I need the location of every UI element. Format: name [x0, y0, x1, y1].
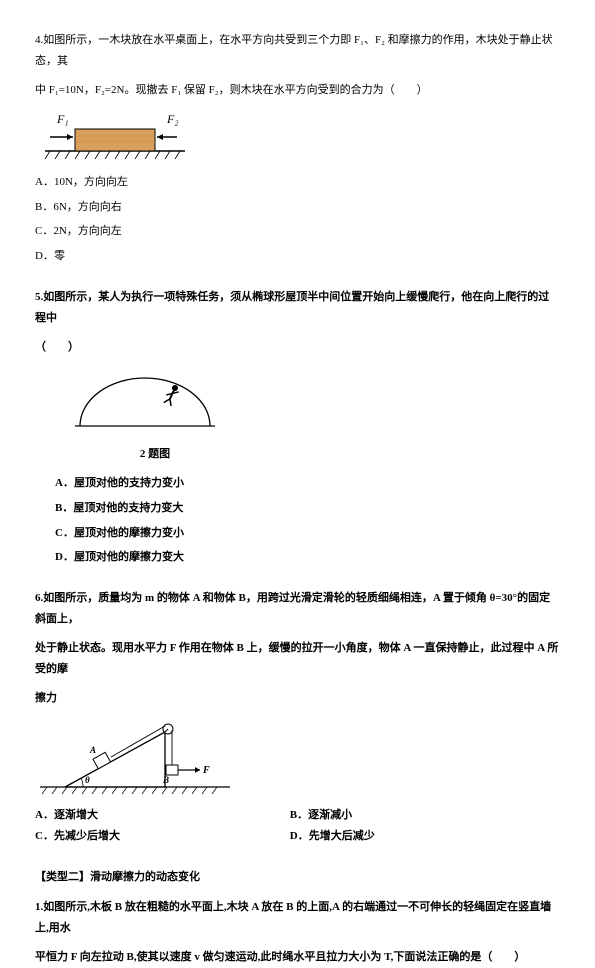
q1b-text-line1: 1.如图所示,木板 B 放在粗糙的水平面上,木块 A 放在 B 的上面,A 的右… — [35, 897, 560, 939]
category-2-title: 【类型二】滑动摩擦力的动态变化 — [35, 867, 560, 888]
svg-text:B: B — [162, 775, 169, 785]
question-6: 6.如图所示，质量均为 m 的物体 A 和物体 B，用跨过光滑定滑轮的轻质细绳相… — [35, 588, 560, 846]
q4-options: A．10N，方向向左 B．6N，方向向右 C．2N，方向向左 D．零 — [35, 172, 560, 268]
q4-option-c: C．2N，方向向左 — [35, 221, 560, 242]
svg-text:A: A — [89, 745, 96, 755]
q5-options: A．屋顶对他的支持力变小 B．屋顶对他的支持力变大 C．屋顶对他的摩擦力变小 D… — [55, 473, 560, 569]
q5-option-b: B．屋顶对他的支持力变大 — [55, 498, 560, 519]
q6-text-line1: 6.如图所示，质量均为 m 的物体 A 和物体 B，用跨过光滑定滑轮的轻质细绳相… — [35, 588, 560, 630]
q6-option-d: D．先增大后减少 — [290, 826, 542, 847]
q5-option-d: D．屋顶对他的摩擦力变大 — [55, 547, 560, 568]
q6-options: A．逐渐增大 B．逐渐减小 C．先减少后增大 D．先增大后减少 — [35, 805, 560, 847]
q5-caption: 2 题图 — [65, 444, 245, 465]
f2-label: F₂ — [166, 112, 179, 126]
q4-option-b: B．6N，方向向右 — [35, 197, 560, 218]
q6-option-a: A．逐渐增大 — [35, 805, 287, 826]
q5-option-a: A．屋顶对他的支持力变小 — [55, 473, 560, 494]
q6-text-line2: 处于静止状态。现用水平力 F 作用在物体 B 上，缓慢的拉开一小角度，物体 A … — [35, 638, 560, 680]
q4-diagram: F₁ F₂ — [35, 109, 560, 164]
q5-option-c: C．屋顶对他的摩擦力变小 — [55, 523, 560, 544]
q5-diagram: 2 题图 — [65, 366, 245, 465]
q4-option-a: A．10N，方向向左 — [35, 172, 560, 193]
q1b-text-line2: 平恒力 F 向左拉动 B,使其以速度 v 做匀速运动,此时绳水平且拉力大小为 T… — [35, 947, 560, 968]
q6-option-b: B．逐渐减小 — [290, 805, 542, 826]
question-4: 4.如图所示，一木块放在水平桌面上，在水平方向共受到三个力即 F₁、F₂ 和摩擦… — [35, 30, 560, 267]
q4-text-line1: 4.如图所示，一木块放在水平桌面上，在水平方向共受到三个力即 F₁、F₂ 和摩擦… — [35, 30, 560, 72]
q6-text-line3: 擦力 — [35, 688, 560, 709]
svg-text:θ: θ — [85, 775, 90, 785]
q6-option-c: C．先减少后增大 — [35, 826, 287, 847]
question-5: 5.如图所示，某人为执行一项特殊任务，须从椭球形屋顶半中间位置开始向上缓慢爬行，… — [35, 287, 560, 568]
f1-label: F₁ — [56, 112, 69, 126]
q5-text-line1: 5.如图所示，某人为执行一项特殊任务，须从椭球形屋顶半中间位置开始向上缓慢爬行，… — [35, 287, 560, 329]
svg-text:F: F — [202, 765, 210, 776]
q6-diagram: A B F θ — [35, 717, 560, 797]
question-1-type2: 1.如图所示,木板 B 放在粗糙的水平面上,木块 A 放在 B 的上面,A 的右… — [35, 897, 560, 968]
q4-option-d: D．零 — [35, 246, 560, 267]
q5-text-line2: （ ） — [35, 337, 560, 358]
q4-text-line2: 中 F₁=10N，F₂=2N。现撤去 F₁ 保留 F₂，则木块在水平方向受到的合… — [35, 80, 560, 101]
